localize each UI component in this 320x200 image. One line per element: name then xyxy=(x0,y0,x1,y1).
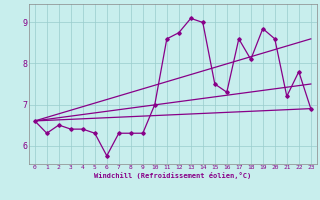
X-axis label: Windchill (Refroidissement éolien,°C): Windchill (Refroidissement éolien,°C) xyxy=(94,172,252,179)
